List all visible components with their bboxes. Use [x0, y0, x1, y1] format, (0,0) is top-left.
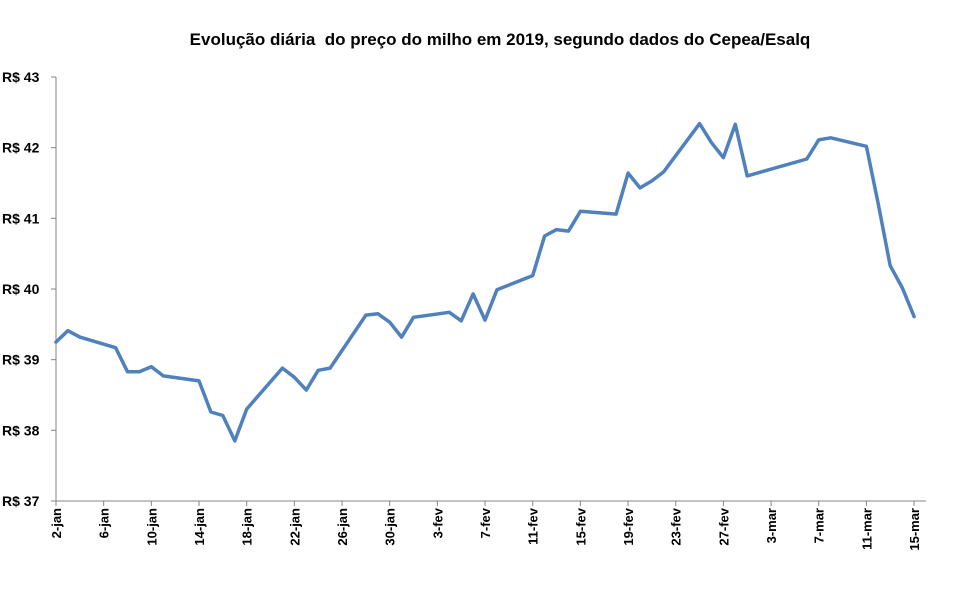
x-tick-label: 30-jan — [383, 508, 398, 546]
x-tick-label: 7-fev — [478, 507, 493, 538]
x-tick-label: 2-jan — [49, 508, 64, 538]
x-tick-label: 3-mar — [764, 508, 779, 543]
x-tick-label: 6-jan — [97, 508, 112, 538]
y-tick-label: R$ 43 — [2, 69, 40, 85]
y-tick-label: R$ 41 — [2, 210, 40, 226]
x-tick-label: 19-fev — [621, 507, 636, 545]
x-tick-label: 7-mar — [812, 508, 827, 543]
x-tick-label: 18-jan — [240, 508, 255, 546]
chart-title: Evolução diária do preço do milho em 201… — [189, 30, 811, 49]
y-tick-label: R$ 37 — [2, 493, 40, 509]
y-tick-label: R$ 40 — [2, 281, 40, 297]
x-tick-label: 15-mar — [907, 508, 922, 551]
y-tick-label: R$ 42 — [2, 140, 40, 156]
x-tick-label: 3-fev — [430, 507, 445, 538]
x-tick-label: 27-fev — [716, 507, 731, 545]
x-tick-label: 23-fev — [669, 507, 684, 545]
x-tick-label: 22-jan — [287, 508, 302, 546]
x-tick-label: 11-fev — [526, 507, 541, 545]
x-tick-label: 26-jan — [335, 508, 350, 546]
x-tick-label: 10-jan — [144, 508, 159, 546]
x-tick-label: 14-jan — [192, 508, 207, 546]
y-tick-label: R$ 39 — [2, 352, 40, 368]
series-line — [54, 121, 916, 443]
x-tick-label: 15-fev — [573, 507, 588, 545]
x-tick-label: 11-mar — [859, 508, 874, 550]
y-tick-label: R$ 38 — [2, 422, 40, 438]
